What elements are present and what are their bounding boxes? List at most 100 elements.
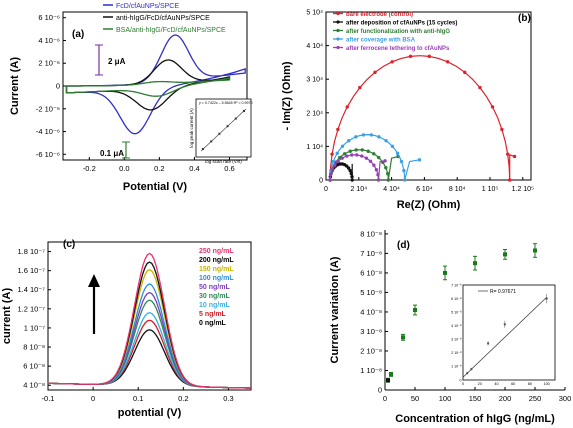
panel-c: -0.1 0 0.1 0.2 0.3 4 10⁻⁸ 6 10⁻⁸ 8 10⁻⁸ 1 10⁻⁷ 1.… — [1, 239, 252, 419]
y-tick-label: 1.2 10⁻⁷ — [17, 304, 45, 313]
x-tick-label: -0.1 — [42, 394, 55, 403]
legend-label: 0 ng/mL — [199, 320, 227, 327]
nyquist-point — [348, 149, 352, 153]
panel-a: -0.2 0.0 0.2 0.4 0.6 6 10⁻⁶ 4 10⁻⁶ 2 10⁻⁶ 0 -2 10… — [9, 3, 253, 193]
x-tick-label: 0.0 — [119, 164, 129, 173]
nyquist-point — [349, 171, 353, 176]
y-tick-label: 2 10⁻⁸ — [360, 346, 382, 355]
y-tick-label: 0 — [319, 178, 323, 185]
nyquist-point — [372, 163, 376, 167]
legend-label: FcD/cfAuNPs/SPCE — [116, 3, 179, 10]
inset-fit-line — [462, 296, 547, 378]
inset: 0 20 40 60 80 100 0 1 10⁻⁸ 2 10⁻⁸ 3 10⁻⁸ 4 10⁻⁸ 5 1… — [451, 283, 556, 386]
inset-x-tick-label: 100 — [543, 382, 549, 386]
x-axis-title: Re(Z) (Ohm) — [397, 199, 461, 211]
legend-label: 200 ng/mL — [199, 257, 234, 264]
legend-label: 5 ng/mL — [199, 311, 227, 318]
y-tick-label: 3 10⁻⁸ — [360, 327, 382, 336]
nyquist-point — [507, 178, 512, 182]
nyquist-point — [355, 153, 359, 157]
y-tick-label: 1 10⁻⁸ — [360, 366, 382, 375]
inset-x-tick-label: 20 — [478, 382, 482, 386]
y-tick-label: 1 10⁻⁷ — [24, 323, 46, 332]
inset-point — [243, 110, 245, 112]
nyquist-point — [330, 168, 334, 172]
x-tick-label: 4 10⁴ — [383, 186, 400, 193]
y-tick-label: 7 10⁻⁸ — [360, 249, 382, 258]
nyquist-point — [336, 127, 340, 132]
nyquist-point — [395, 151, 400, 156]
inset-point — [503, 323, 506, 326]
inset-point — [210, 140, 213, 143]
nyquist-point — [333, 163, 337, 167]
x-tick-label: 0 — [324, 186, 328, 193]
panel-label: (d) — [397, 240, 410, 251]
inset-point — [545, 297, 548, 300]
inset-y-tick-label: 3 10⁻⁸ — [451, 338, 462, 342]
panel-label: (b) — [518, 13, 531, 24]
y-axis-title: current (A) — [1, 288, 13, 345]
nyquist-point — [376, 173, 380, 177]
panel-label: (c) — [63, 239, 75, 250]
nyquist-point — [372, 152, 376, 156]
inset-y-tick-label: 5 10⁻⁸ — [451, 310, 462, 314]
data-point — [473, 261, 477, 266]
nyquist-point — [342, 152, 347, 156]
nyquist-point — [445, 60, 450, 64]
plot-frame — [47, 241, 252, 391]
inset-x-title: log scan rate (V/s) — [205, 159, 242, 164]
nyquist-point — [350, 153, 354, 157]
nyquist-point — [390, 60, 394, 64]
nyquist-point — [384, 139, 388, 143]
dpv-curve-0 — [47, 252, 252, 389]
nyquist-point — [345, 154, 349, 158]
inset-y-tick-label: 4 10⁻⁸ — [451, 324, 462, 328]
x-tick-label: 8 10⁴ — [449, 186, 466, 193]
panel-label: (a) — [72, 29, 84, 40]
inset-legend-label: R= 0.97671 — [490, 289, 516, 295]
y-tick-label: 2 10⁻⁶ — [38, 59, 60, 68]
nyquist-point — [376, 178, 381, 182]
inset-y-tick-label: 2 10⁻⁸ — [451, 351, 462, 355]
y-tick-label: -4 10⁻⁶ — [36, 127, 60, 136]
nyquist-point — [383, 159, 387, 163]
x-tick-label: -0.2 — [83, 164, 96, 173]
nyquist-point — [360, 148, 364, 152]
x-tick-label: 0.2 — [154, 164, 164, 173]
nyquist-point — [377, 135, 381, 139]
legend: bare electrode (control) after deposition… — [333, 11, 457, 52]
nyquist-point — [403, 178, 407, 182]
nyquist-point — [408, 54, 413, 59]
inset-frame — [462, 284, 556, 381]
y-tick-label: 0 — [56, 82, 60, 91]
data-point — [503, 252, 507, 257]
inset-y-tick-label: 6 10⁻⁸ — [451, 297, 462, 301]
y-tick-label: 4 10⁻⁶ — [38, 36, 60, 45]
nyquist-point — [366, 149, 370, 153]
nyquist-point — [364, 156, 369, 160]
x-tick-label: 250 — [529, 394, 542, 403]
x-tick-label: 300 — [559, 394, 572, 403]
y-tick-label: 4 10⁴ — [306, 43, 323, 50]
nyquist-point — [358, 85, 362, 90]
nyquist-point — [369, 133, 374, 137]
x-tick-label: 0.3 — [223, 394, 233, 403]
y-tick-label: 1.6 10⁻⁷ — [17, 266, 45, 275]
y-axis-title: Current variation (A) — [329, 256, 341, 363]
x-tick-label: 6 10⁴ — [416, 186, 433, 193]
nyquist-point — [386, 178, 391, 182]
inset-x-tick-label: 0 — [462, 382, 464, 386]
y-tick-label: 3 10⁴ — [306, 77, 323, 84]
nyquist-point — [345, 105, 349, 109]
nyquist-point — [340, 156, 344, 160]
nyquist-point — [340, 144, 345, 148]
legend-marker — [336, 11, 340, 16]
legend-label: 50 ng/mL — [199, 284, 230, 291]
legend-label: after coverage with BSA — [346, 38, 416, 44]
y-tick-label: 0 — [378, 386, 382, 395]
x-tick-label: 150 — [469, 394, 482, 403]
inset-x-tick-label: 40 — [494, 382, 498, 386]
arrow-head-icon — [88, 274, 100, 287]
y-tick-label: 1.8 10⁻⁷ — [17, 247, 45, 256]
x-axis-title: Concentration of hIgG (ng/mL) — [395, 413, 555, 425]
